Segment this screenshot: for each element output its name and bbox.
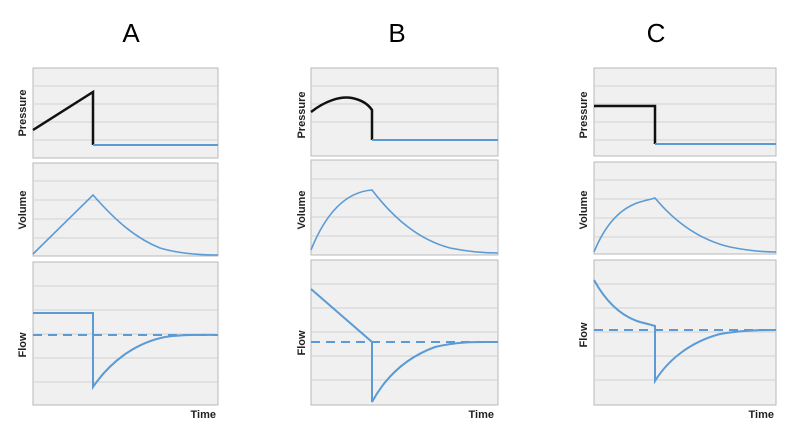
volume-curve — [32, 193, 219, 256]
x-axis-label-time: Time — [749, 409, 774, 421]
column-c: C Pressure Volume — [578, 18, 777, 421]
flow-panel-c: Flow Time — [578, 259, 777, 421]
grid — [311, 178, 498, 237]
pressure-panel-c: Pressure — [578, 67, 777, 157]
pressure-inspiration-curve — [32, 89, 95, 145]
flow-curve — [33, 312, 219, 391]
grid — [594, 85, 776, 141]
y-axis-label-volume: Volume — [296, 191, 308, 230]
y-axis-label-flow: Flow — [578, 322, 590, 347]
y-axis-label-pressure: Pressure — [17, 89, 29, 136]
y-axis-label-pressure: Pressure — [578, 91, 590, 138]
pressure-inspiration-curve — [594, 104, 657, 144]
grid — [33, 180, 218, 239]
x-axis-label-time: Time — [469, 409, 494, 421]
panel-background — [310, 159, 499, 256]
flow-curve — [593, 279, 777, 385]
y-axis-label-flow: Flow — [296, 330, 308, 355]
panel-background — [593, 67, 777, 157]
volume-panel-c: Volume — [578, 161, 777, 255]
column-a: A Pressure Volume — [17, 18, 219, 421]
flow-curve — [310, 288, 499, 403]
grid — [311, 85, 498, 123]
x-axis-label-time: Time — [191, 409, 216, 421]
volume-curve — [593, 197, 777, 253]
column-label-c: C — [647, 18, 666, 48]
flow-panel-a: Flow Time — [17, 261, 219, 421]
pressure-inspiration-curve — [310, 96, 374, 140]
grid — [33, 85, 218, 141]
pressure-panel-a: Pressure — [17, 67, 219, 159]
panel-background — [310, 67, 499, 157]
column-b: B Pressure Volume — [296, 18, 499, 421]
column-label-b: B — [388, 18, 405, 48]
panel-background — [593, 161, 777, 255]
y-axis-label-volume: Volume — [17, 191, 29, 230]
volume-panel-a: Volume — [17, 162, 219, 257]
panel-background — [32, 162, 219, 257]
y-axis-label-volume: Volume — [578, 191, 590, 230]
y-axis-label-pressure: Pressure — [296, 91, 308, 138]
grid — [311, 283, 498, 381]
flow-panel-b: Flow Time — [296, 259, 499, 421]
volume-panel-b: Volume — [296, 159, 499, 256]
y-axis-label-flow: Flow — [17, 332, 29, 357]
volume-curve — [310, 189, 499, 254]
panel-background — [32, 67, 219, 159]
grid — [594, 179, 776, 238]
pressure-panel-b: Pressure — [296, 67, 499, 157]
column-label-a: A — [122, 18, 140, 48]
